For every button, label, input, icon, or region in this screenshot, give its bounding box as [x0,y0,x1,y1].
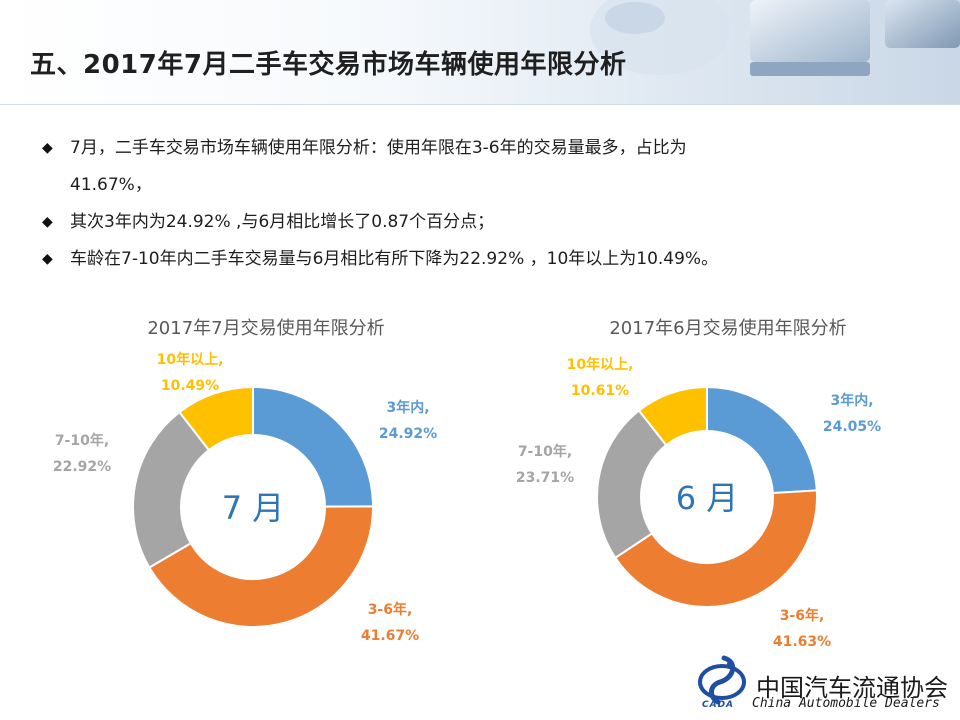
slide-header: 五、2017年7月二手车交易市场车辆使用年限分析 [0,0,960,105]
bullet-text: 41.67%， [70,175,152,195]
donut-slice [613,489,818,608]
slice-value-label: 23.71% [516,470,574,486]
slice-value-label: 41.67% [361,628,419,644]
page-title: 五、2017年7月二手车交易市场车辆使用年限分析 [30,50,627,80]
donut-slice [637,385,708,447]
slice-value-label: 10.61% [571,383,629,399]
org-name-chinese: 中国汽车流通协会 [756,674,948,702]
diamond-bullet-icon: ◆ [42,214,53,230]
diamond-bullet-icon: ◆ [42,251,53,267]
donut-chart-july: 3年内, 24.92% 3-6年, 41.67% 7-10年, 22.92% 10年以上, 1… [53,351,437,644]
donut-center-label: 7 月 [222,489,285,527]
donut-slice [252,385,375,508]
bullet-text: 7月，二手车交易市场车辆使用年限分析：使用年限在3-6年的交易量最多，占比为 [70,138,687,158]
header-decoration [590,0,960,76]
org-name-english: China Automobile Dealers [752,696,940,711]
slice-value-label: 24.92% [379,426,437,442]
slice-category-label: 7-10年, [55,432,109,449]
slice-category-label: 3年内, [830,392,873,409]
slice-value-label: 10.49% [161,378,219,394]
diamond-bullet-icon: ◆ [42,140,53,156]
slice-category-label: 7-10年, [518,443,572,460]
slice-value-label: 24.05% [823,419,881,435]
donut-center-label: 6 月 [676,479,739,517]
slice-value-label: 22.92% [53,459,111,475]
bullet-list: ◆ 7月，二手车交易市场车辆使用年限分析：使用年限在3-6年的交易量最多，占比为… [42,130,922,278]
donut-chart-june: 3年内, 24.05% 3-6年, 41.63% 7-10年, 23.71% 10年以上, 1… [516,356,881,650]
slice-category-label: 10年以上, [157,351,224,368]
footer-branding: CADA 中国汽车流通协会 China Automobile Dealers [690,652,955,716]
slice-category-label: 3-6年, [780,607,825,624]
chart-title-june: 2017年6月交易使用年限分析 [609,318,847,339]
bullet-item: ◆ 车龄在7-10年内二手车交易量与6月相比有所下降为22.92% ，10年以上… [42,241,922,278]
donut-slice [178,385,254,452]
cada-logo-icon [698,655,746,705]
slice-value-label: 41.63% [773,634,831,650]
slice-category-label: 3-6年, [368,601,413,618]
logo-text: CADA [702,700,735,710]
donut-slice [706,385,818,495]
slice-category-label: 10年以上, [567,356,634,373]
bullet-item: ◆ 7月，二手车交易市场车辆使用年限分析：使用年限在3-6年的交易量最多，占比为 [42,130,922,167]
bullet-item: ◆ 其次3年内为24.92% ,与6月相比增长了0.87个百分点； [42,204,922,241]
chart-title-july: 2017年7月交易使用年限分析 [147,318,385,339]
bullet-text: 其次3年内为24.92% ,与6月相比增长了0.87个百分点； [70,212,495,232]
donut-slice [147,505,374,628]
slice-category-label: 3年内, [386,399,429,416]
bullet-text: 车龄在7-10年内二手车交易量与6月相比有所下降为22.92% ，10年以上为1… [70,249,719,269]
bullet-continuation: 41.67%， [42,167,922,204]
